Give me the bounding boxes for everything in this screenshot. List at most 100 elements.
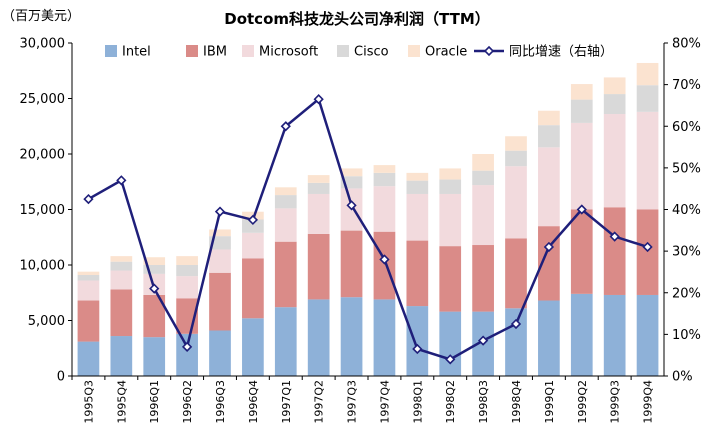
bar-oracle-1996Q2 <box>176 256 198 265</box>
bar-cisco-1999Q4 <box>636 85 659 112</box>
bar-cisco-1996Q1 <box>143 265 166 274</box>
x-tick-label: 1995Q4 <box>115 380 128 424</box>
bar-cisco-1995Q4 <box>110 261 133 271</box>
bar-intel-1995Q4 <box>110 336 133 376</box>
bar-oracle-1996Q1 <box>143 257 166 265</box>
bar-microsoft-1999Q3 <box>603 114 626 208</box>
x-tick-label: 1999Q4 <box>642 380 655 424</box>
bar-microsoft-1997Q4 <box>373 186 396 232</box>
legend-label-oracle: Oracle <box>425 45 467 60</box>
bar-ibm-1999Q2 <box>570 209 593 294</box>
growth-marker-1996Q1 <box>149 283 160 294</box>
growth-marker-1997Q1 <box>280 121 291 132</box>
bar-oracle-1998Q1 <box>406 172 429 181</box>
bar-oracle-1998Q3 <box>472 154 494 171</box>
bar-oracle-1997Q1 <box>274 187 297 196</box>
x-tick-label: 1997Q1 <box>280 380 293 424</box>
y-axis-unit-label: （百万美元） <box>2 9 80 24</box>
bar-ibm-1999Q4 <box>636 209 659 295</box>
bar-ibm-1999Q3 <box>603 207 626 295</box>
bar-ibm-1997Q2 <box>307 233 330 300</box>
bar-oracle-1995Q4 <box>110 256 133 262</box>
y2-tick-label: 0% <box>672 370 693 385</box>
bar-intel-1999Q2 <box>570 293 593 376</box>
growth-marker-1996Q3 <box>214 206 226 217</box>
bar-intel-1995Q3 <box>77 341 100 376</box>
bar-intel-1998Q2 <box>439 311 462 376</box>
bar-intel-1999Q3 <box>603 294 626 376</box>
bar-series-group <box>77 62 659 376</box>
x-tick-label: 1997Q2 <box>313 380 326 424</box>
x-tick-label: 1998Q4 <box>510 380 523 424</box>
growth-marker-1999Q3 <box>609 231 620 242</box>
axes-group: 0 5,000 10,000 15,000 20,000 25,000 30,000 0% 10… <box>20 37 701 424</box>
growth-marker-1997Q2 <box>313 94 324 105</box>
bar-intel-1996Q4 <box>242 318 264 376</box>
legend-swatch-cisco <box>337 45 349 57</box>
growth-marker-1998Q3 <box>477 335 489 346</box>
bar-oracle-1999Q4 <box>636 62 659 86</box>
x-tick-label: 1998Q3 <box>477 380 490 424</box>
legend-label-microsoft: Microsoft <box>259 45 318 60</box>
bar-intel-1997Q1 <box>274 307 297 376</box>
legend-swatch-microsoft <box>242 45 254 57</box>
bar-microsoft-1996Q3 <box>209 249 231 273</box>
bar-oracle-1995Q3 <box>77 271 100 275</box>
growth-marker-1995Q4 <box>116 175 127 186</box>
bar-oracle-1999Q2 <box>570 84 593 100</box>
bar-microsoft-1998Q2 <box>439 193 462 247</box>
bar-microsoft-1997Q2 <box>307 193 330 234</box>
bar-microsoft-1999Q2 <box>570 122 593 210</box>
bar-oracle-1997Q3 <box>340 168 363 177</box>
legend-label-ibm: IBM <box>203 45 227 60</box>
bar-microsoft-1995Q3 <box>77 280 100 301</box>
x-tick-label: 1996Q4 <box>247 380 260 424</box>
bar-intel-1997Q3 <box>340 297 363 376</box>
bar-ibm-1998Q2 <box>439 246 462 312</box>
bar-intel-1999Q1 <box>538 300 560 376</box>
growth-marker-1998Q4 <box>510 318 522 330</box>
x-tick-label: 1998Q1 <box>411 380 424 424</box>
x-tick-label: 1997Q3 <box>346 380 359 424</box>
y2-tick-label: 80% <box>672 37 701 52</box>
bar-oracle-1999Q1 <box>538 110 560 126</box>
bar-oracle-1996Q3 <box>209 229 231 237</box>
bar-intel-1997Q2 <box>307 299 330 376</box>
bar-cisco-1998Q3 <box>472 170 494 186</box>
growth-marker-1998Q1 <box>412 343 423 355</box>
y2-tick-label: 20% <box>672 286 701 301</box>
bar-cisco-1995Q3 <box>77 274 100 281</box>
bar-ibm-1995Q3 <box>77 300 100 342</box>
y2-tick-label: 60% <box>672 120 701 135</box>
bar-intel-1999Q4 <box>636 294 659 376</box>
bar-oracle-1998Q4 <box>505 136 527 151</box>
growth-line <box>87 97 648 361</box>
y-tick-label: 0 <box>57 370 65 385</box>
y-tick-label: 20,000 <box>20 148 66 163</box>
growth-marker-1998Q2 <box>445 354 456 365</box>
bar-microsoft-1996Q4 <box>242 232 264 259</box>
legend-swatch-ibm <box>186 45 198 57</box>
bar-microsoft-1999Q1 <box>538 147 560 227</box>
growth-marker-1997Q3 <box>346 200 357 211</box>
growth-marker-1996Q4 <box>247 214 259 226</box>
bar-microsoft-1996Q2 <box>176 276 198 299</box>
chart-title: Dotcom科技龙头公司净利润（TTM） <box>224 10 490 28</box>
bar-intel-1996Q1 <box>143 337 166 376</box>
x-tick-label: 1999Q2 <box>576 380 589 424</box>
bar-microsoft-1998Q1 <box>406 193 429 241</box>
bar-ibm-1996Q1 <box>143 294 166 338</box>
y2-tick-label: 40% <box>672 203 701 218</box>
bar-cisco-1998Q4 <box>505 150 527 167</box>
y-tick-label: 10,000 <box>20 259 66 274</box>
growth-marker-1997Q4 <box>379 254 390 265</box>
bar-microsoft-1995Q4 <box>110 270 133 290</box>
bar-intel-1996Q2 <box>176 333 198 376</box>
x-tick-label: 1999Q3 <box>609 380 622 424</box>
bar-ibm-1997Q3 <box>340 230 363 298</box>
y2-tick-label: 10% <box>672 328 701 343</box>
y2-tick-label: 30% <box>672 245 701 260</box>
legend-swatch-oracle <box>408 45 420 57</box>
legend-line-marker <box>483 45 495 57</box>
bar-ibm-1999Q1 <box>538 226 560 301</box>
